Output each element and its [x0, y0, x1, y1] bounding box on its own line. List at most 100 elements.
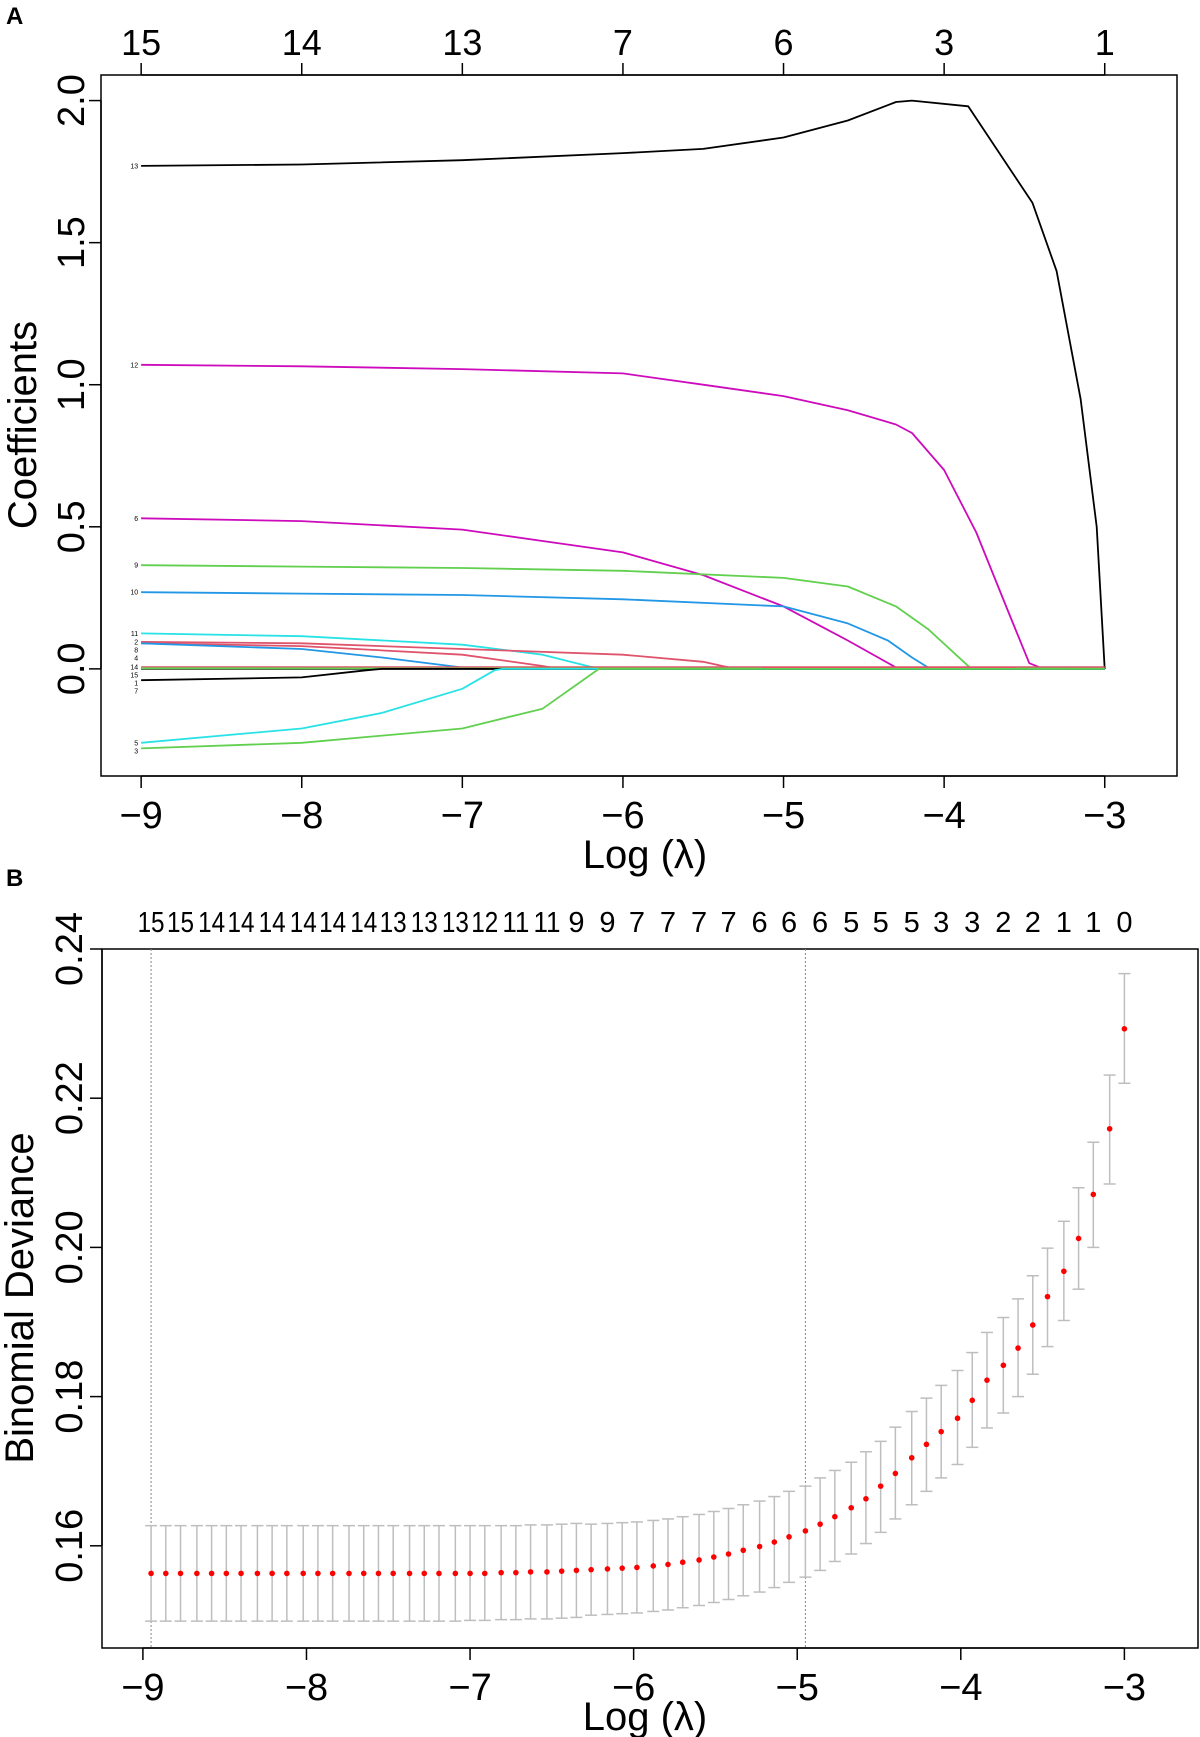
top-axis-label: 6 [781, 907, 797, 939]
x-axis-label-b: Log (λ) [583, 1695, 708, 1737]
top-axis-label: 1 [1056, 907, 1072, 939]
x-axis-label-a: Log (λ) [583, 833, 708, 877]
deviance-point [848, 1504, 855, 1511]
x-tick-label: −4 [939, 1667, 982, 1709]
top-axis-label: 7 [629, 907, 645, 939]
variable-label: 7 [134, 689, 138, 696]
deviance-point [938, 1428, 944, 1435]
top-axis-label: 14 [259, 907, 286, 939]
deviance-point [254, 1570, 261, 1577]
top-axis-label: 14 [228, 907, 255, 939]
deviance-point [1106, 1125, 1113, 1132]
top-axis-label: 11 [533, 907, 560, 939]
x-tick-label: −9 [119, 795, 162, 837]
y-tick-label: 0.18 [49, 1360, 91, 1434]
deviance-point [527, 1569, 534, 1575]
plot-frame [100, 74, 1178, 777]
deviance-point [740, 1547, 747, 1554]
x-tick-label: −3 [1103, 1667, 1146, 1709]
y-tick-label: 0.20 [49, 1210, 91, 1284]
deviance-point [1000, 1362, 1007, 1369]
variable-label: 10 [130, 590, 138, 597]
top-axis-label: 14 [350, 907, 377, 939]
top-axis-label: 12 [471, 907, 498, 939]
deviance-point [1061, 1268, 1067, 1275]
top-axis-label: 6 [774, 22, 794, 63]
deviance-point [1121, 1026, 1128, 1032]
top-axis-label: 3 [933, 907, 949, 939]
top-axis-label: 1 [1095, 22, 1115, 63]
x-tick-label: −7 [448, 1667, 491, 1709]
deviance-point [863, 1496, 869, 1502]
deviance-point [1015, 1345, 1021, 1351]
deviance-point [802, 1528, 809, 1534]
variable-label: 4 [134, 655, 138, 662]
variable-label: 11 [131, 631, 138, 638]
x-tick-label: −7 [441, 795, 484, 837]
deviance-point [771, 1539, 778, 1545]
panel-label-b: B [6, 865, 23, 892]
deviance-point [269, 1570, 275, 1577]
deviance-point [650, 1563, 657, 1569]
variable-label: 14 [130, 665, 138, 672]
top-axis-label: 3 [934, 22, 954, 63]
deviance-point [604, 1566, 611, 1572]
top-axis-label: 14 [198, 907, 225, 939]
top-axis-label: 9 [568, 907, 584, 939]
deviance-point [390, 1570, 396, 1577]
deviance-point [756, 1543, 763, 1550]
deviance-point [238, 1570, 244, 1577]
deviance-point [1029, 1322, 1036, 1328]
x-tick-label: −8 [280, 795, 323, 837]
x-tick-label: −5 [762, 795, 805, 837]
deviance-point [375, 1570, 382, 1577]
top-axis-label: 0 [1116, 907, 1132, 939]
deviance-point [558, 1568, 565, 1574]
coefficient-path-12 [141, 363, 1105, 670]
deviance-point [984, 1377, 990, 1383]
top-axis-label: 5 [904, 907, 920, 939]
top-axis-label: 2 [1025, 907, 1041, 939]
deviance-point [360, 1570, 367, 1577]
panel-label-a: A [6, 3, 23, 30]
deviance-point [877, 1483, 884, 1489]
y-axis-label-a: Coefficients [1, 321, 45, 529]
top-axis-label: 7 [613, 22, 633, 63]
top-axis-label: 15 [121, 22, 161, 63]
top-axis-label: 9 [599, 907, 615, 939]
top-axis-label: 14 [319, 907, 346, 939]
y-tick-label: 2.0 [51, 74, 93, 127]
deviance-point [1044, 1293, 1051, 1300]
deviance-point [329, 1570, 336, 1577]
top-axis-label: 6 [752, 907, 768, 939]
deviance-point [619, 1565, 625, 1571]
deviance-point [544, 1569, 550, 1575]
deviance-point [346, 1570, 352, 1577]
y-tick-label: 0.5 [51, 500, 93, 553]
x-tick-label: −3 [1083, 795, 1126, 837]
variable-label: 2 [134, 639, 138, 646]
x-tick-label: −8 [285, 1667, 328, 1709]
deviance-point [725, 1551, 732, 1557]
variable-label: 8 [134, 647, 138, 654]
coefficient-path-7 [141, 668, 1105, 682]
deviance-point [148, 1570, 154, 1577]
x-tick-label: −6 [612, 1667, 655, 1709]
deviance-point [786, 1534, 792, 1540]
deviance-point [1090, 1191, 1097, 1198]
top-axis-label: 13 [411, 907, 438, 939]
deviance-point [665, 1561, 671, 1568]
deviance-point [513, 1569, 519, 1576]
coefficient-path-3 [141, 668, 1105, 750]
top-axis-label: 7 [720, 907, 736, 939]
x-tick-label: −9 [121, 1667, 164, 1709]
deviance-point [421, 1570, 428, 1577]
variable-label: 9 [134, 563, 138, 570]
y-tick-label: 0.0 [51, 642, 93, 695]
variable-label: 15 [130, 673, 138, 680]
deviance-point [452, 1570, 459, 1577]
y-tick-label: 1.0 [51, 358, 93, 411]
top-axis-label: 5 [843, 907, 859, 939]
y-tick-label: 1.5 [51, 216, 93, 269]
